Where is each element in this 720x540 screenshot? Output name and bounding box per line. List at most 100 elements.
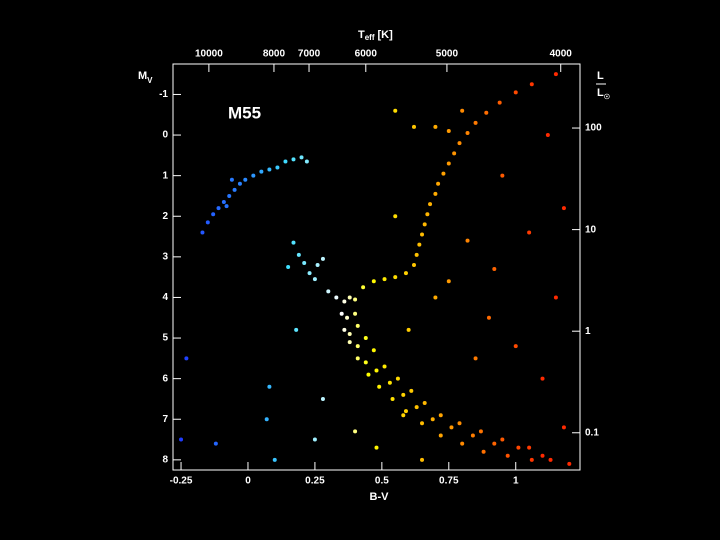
star-point [342, 299, 347, 304]
star-point [382, 364, 387, 369]
y-tick-label: 3 [162, 251, 168, 262]
star-point [355, 323, 360, 328]
star-point [294, 327, 299, 332]
star-point [414, 252, 419, 257]
star-point [422, 222, 427, 227]
y2-tick-label: 10 [585, 224, 597, 235]
star-point [465, 238, 470, 243]
star-point [264, 417, 269, 422]
y2-axis-label-top: L [597, 70, 604, 82]
star-point [382, 277, 387, 282]
star-point [374, 445, 379, 450]
star-point [393, 108, 398, 113]
star-point [259, 169, 264, 174]
star-point [420, 457, 425, 462]
y2-tick-label: 0.1 [585, 427, 599, 438]
star-point [446, 161, 451, 166]
x2-tick-label: 10000 [195, 49, 223, 60]
label-part: T [358, 29, 365, 41]
star-point [446, 279, 451, 284]
star-point [302, 260, 307, 265]
star-point [438, 413, 443, 418]
star-point [377, 384, 382, 389]
star-point [363, 336, 368, 341]
star-point [320, 256, 325, 261]
y-axis-label: MV [138, 70, 153, 85]
star-point [184, 356, 189, 361]
star-point [446, 128, 451, 133]
star-point [267, 384, 272, 389]
star-point [465, 131, 470, 136]
y-tick-label: 0 [162, 130, 168, 141]
star-point [484, 110, 489, 115]
star-point [342, 327, 347, 332]
star-point [481, 449, 486, 454]
x-tick-label: 0.5 [375, 476, 389, 487]
star-point [286, 265, 291, 269]
star-point [497, 100, 502, 105]
star-point [353, 429, 358, 434]
star-point [513, 90, 518, 95]
star-point [229, 177, 234, 182]
star-point [492, 441, 497, 446]
star-point [433, 191, 438, 196]
star-point [390, 396, 395, 401]
star-point [232, 187, 237, 192]
star-point [312, 437, 317, 442]
star-point [355, 344, 360, 349]
star-point [403, 271, 408, 276]
star-point [275, 165, 280, 170]
star-point [414, 405, 419, 410]
y-tick-label: 7 [162, 414, 168, 425]
star-point [221, 200, 226, 205]
star-point [452, 151, 457, 156]
star-point [561, 425, 566, 430]
star-point [315, 262, 320, 267]
star-point [561, 206, 566, 211]
star-point [339, 311, 344, 316]
star-point [401, 413, 406, 418]
star-point [347, 331, 352, 336]
star-point [387, 380, 392, 385]
star-point [361, 285, 366, 290]
star-point [513, 344, 518, 349]
x-tick-label: 0 [245, 476, 251, 487]
star-point [438, 433, 443, 438]
star-point [548, 457, 553, 462]
x2-tick-label: 6000 [355, 49, 378, 60]
star-point [347, 295, 352, 300]
label-part: [K] [378, 29, 394, 41]
star-point [326, 289, 331, 294]
y-tick-label: -1 [159, 89, 168, 100]
star-point [470, 433, 475, 438]
star-point [460, 441, 465, 446]
star-point [436, 181, 441, 186]
star-point [433, 295, 438, 300]
star-point [355, 356, 360, 361]
star-point [213, 441, 218, 446]
y2-tick-label: 1 [585, 326, 591, 337]
x2-tick-label: 7000 [298, 49, 321, 60]
label-sub: eff [365, 33, 375, 42]
star-point [312, 277, 317, 282]
label-part: M [138, 70, 147, 82]
label-sub: V [147, 76, 153, 85]
star-point [417, 242, 422, 247]
x2-tick-label: 4000 [550, 49, 573, 60]
star-point [224, 204, 229, 209]
star-point [505, 453, 510, 458]
star-point [567, 461, 572, 466]
star-point [395, 376, 400, 381]
star-point [371, 279, 376, 284]
star-point [449, 425, 454, 430]
star-point [211, 212, 216, 217]
star-point [366, 372, 371, 377]
star-point [500, 173, 505, 178]
star-point [200, 230, 205, 235]
star-point [353, 297, 358, 302]
x-tick-label: 0.25 [305, 476, 325, 487]
x2-tick-label: 5000 [436, 49, 459, 60]
label-sub: ☉ [604, 93, 610, 101]
star-point [529, 82, 534, 87]
